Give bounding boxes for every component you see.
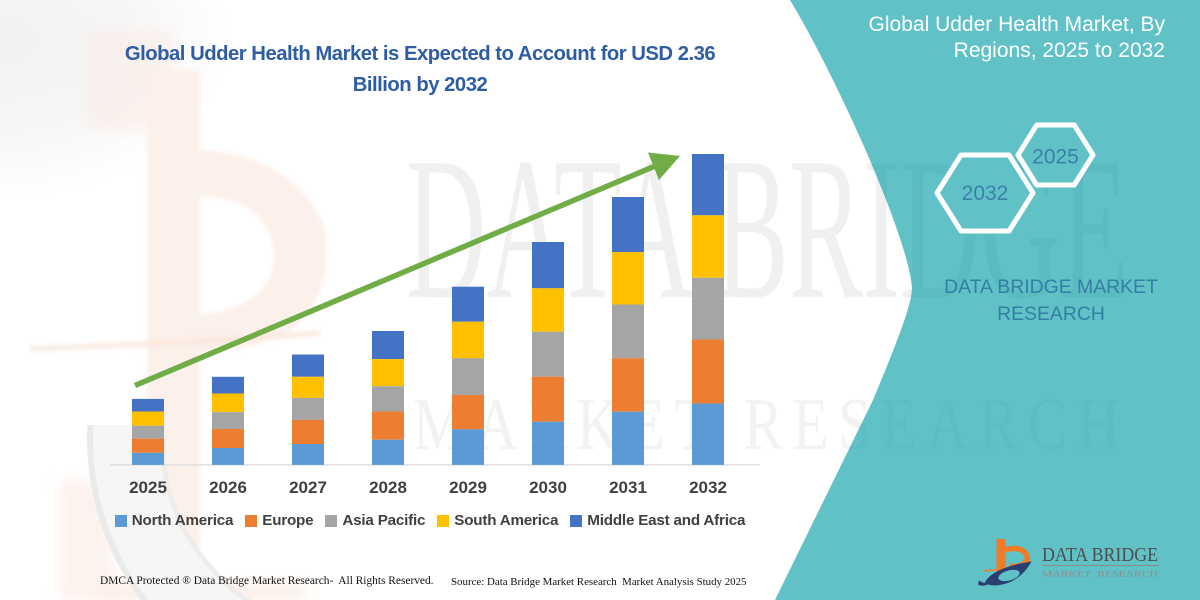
svg-text:2032: 2032	[962, 182, 1009, 205]
svg-text:DATA BRIDGE: DATA BRIDGE	[1042, 544, 1158, 566]
svg-text:MARKET RESEARCH: MARKET RESEARCH	[1042, 569, 1158, 579]
svg-text:2025: 2025	[1032, 146, 1079, 169]
